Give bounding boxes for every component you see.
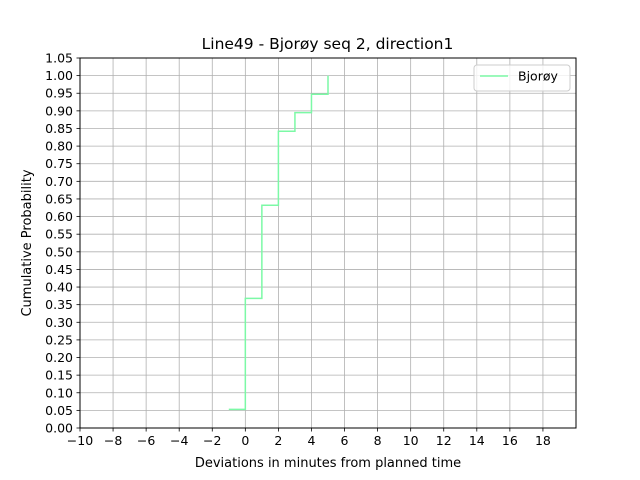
y-tick-label: 1.05 (45, 51, 73, 66)
y-tick-label: 0.50 (45, 244, 73, 259)
x-tick-label: −4 (170, 433, 188, 448)
x-tick-label: 2 (274, 433, 282, 448)
y-tick-label: 0.10 (45, 385, 73, 400)
y-tick-label: 0.35 (45, 297, 73, 312)
x-tick-label: 0 (241, 433, 249, 448)
x-tick-label: −6 (137, 433, 155, 448)
x-tick-label: 8 (374, 433, 382, 448)
plot-frame (79, 57, 577, 429)
y-tick-label: 0.25 (45, 332, 73, 347)
y-tick-label: 0.45 (45, 262, 73, 277)
y-tick-label: 0.05 (45, 403, 73, 418)
y-tick-label: 0.90 (45, 103, 73, 118)
legend: Bjorøy (473, 64, 571, 92)
x-tick-label: −2 (203, 433, 221, 448)
chart-title: Line49 - Bjorøy seq 2, direction1 (202, 35, 454, 53)
x-tick-label: 12 (436, 433, 452, 448)
legend-label: Bjorøy (518, 69, 558, 84)
y-tick-label: 0.75 (45, 156, 73, 171)
y-tick-label: 0.70 (45, 174, 73, 189)
series-layer (228, 75, 329, 411)
x-tick-label: 10 (403, 433, 419, 448)
y-tick-label: 0.85 (45, 121, 73, 136)
y-tick-label: 1.00 (45, 68, 73, 83)
x-tick-label: 18 (535, 433, 551, 448)
y-tick-label: 0.95 (45, 86, 73, 101)
x-axis: −10 −8 −6 −4 −2 0 2 4 6 8 10 12 14 16 18 (67, 428, 551, 448)
legend-box (473, 64, 571, 92)
y-tick-label: 0.15 (45, 368, 73, 383)
x-tick-label: 14 (469, 433, 485, 448)
x-tick-label: 6 (341, 433, 349, 448)
y-tick-label: 0.65 (45, 191, 73, 206)
x-tick-label: −10 (67, 433, 93, 448)
y-tick-label: 0.80 (45, 139, 73, 154)
x-tick-label: 4 (307, 433, 315, 448)
x-tick-label: −8 (104, 433, 122, 448)
x-axis-label: Deviations in minutes from planned time (195, 456, 461, 471)
y-tick-label: 0.40 (45, 280, 73, 295)
y-axis-label: Cumulative Probability (20, 169, 35, 316)
y-tick-label: 0.30 (45, 315, 73, 330)
y-tick-label: 0.60 (45, 209, 73, 224)
series-line (228, 75, 329, 411)
x-tick-label: 16 (502, 433, 518, 448)
y-tick-label: 0.20 (45, 350, 73, 365)
grid (79, 57, 576, 429)
y-tick-label: 0.55 (45, 227, 73, 242)
y-tick-label: 0.00 (45, 421, 73, 436)
y-axis: 0.00 0.05 0.10 0.15 0.20 0.25 0.30 0.35 0.40 0.45… (45, 51, 80, 436)
